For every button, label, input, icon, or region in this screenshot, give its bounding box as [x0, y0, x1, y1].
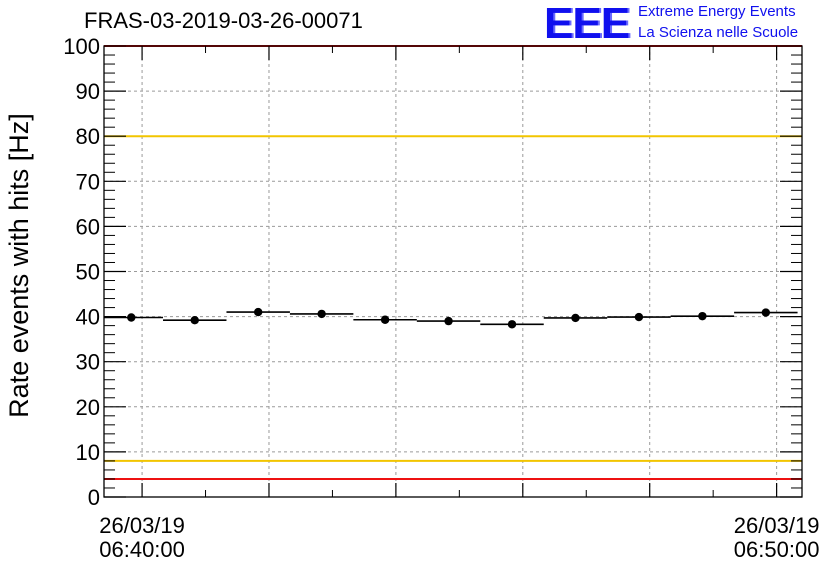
- data-point: [380, 315, 390, 324]
- grid: [104, 46, 802, 497]
- y-axis-label: Rate events with hits [Hz]: [4, 113, 34, 418]
- eee-logo: EEE: [544, 0, 630, 48]
- y-tick-label: 100: [63, 34, 100, 59]
- y-tick-label: 60: [76, 214, 100, 239]
- data-series: [104, 307, 798, 329]
- y-tick-label: 10: [76, 440, 100, 465]
- axis-ticks: [104, 45, 802, 498]
- y-tick-label: 30: [76, 350, 100, 375]
- logo-line-2: La Scienza nelle Scuole: [638, 24, 799, 41]
- y-tick-label: 70: [76, 169, 100, 194]
- y-tick-label: 90: [76, 79, 100, 104]
- logo-line-1: Extreme Energy Events: [638, 3, 796, 20]
- axis-labels: 010203040506070809010026/03/1906:40:0026…: [63, 34, 819, 562]
- data-point: [190, 316, 199, 325]
- x-tick-label-date: 26/03/19: [734, 513, 820, 538]
- x-tick-label-time: 06:50:00: [734, 537, 820, 562]
- y-tick-label: 0: [88, 485, 100, 510]
- data-point: [698, 311, 707, 321]
- reference-lines: [104, 45, 802, 480]
- y-tick-label: 20: [76, 395, 100, 420]
- chart-title: FRAS-03-2019-03-26-00071: [84, 8, 363, 33]
- data-point: [444, 316, 453, 326]
- y-tick-label: 80: [76, 124, 100, 149]
- data-point: [634, 312, 644, 322]
- x-tick-label-time: 06:40:00: [99, 537, 185, 562]
- data-point: [507, 320, 517, 329]
- data-point: [317, 309, 326, 319]
- x-tick-label-date: 26/03/19: [99, 513, 185, 538]
- data-point: [253, 307, 263, 317]
- data-point: [571, 313, 580, 323]
- y-tick-label: 50: [76, 260, 100, 285]
- data-point: [127, 313, 136, 322]
- data-point: [761, 308, 771, 317]
- y-tick-label: 40: [76, 305, 100, 330]
